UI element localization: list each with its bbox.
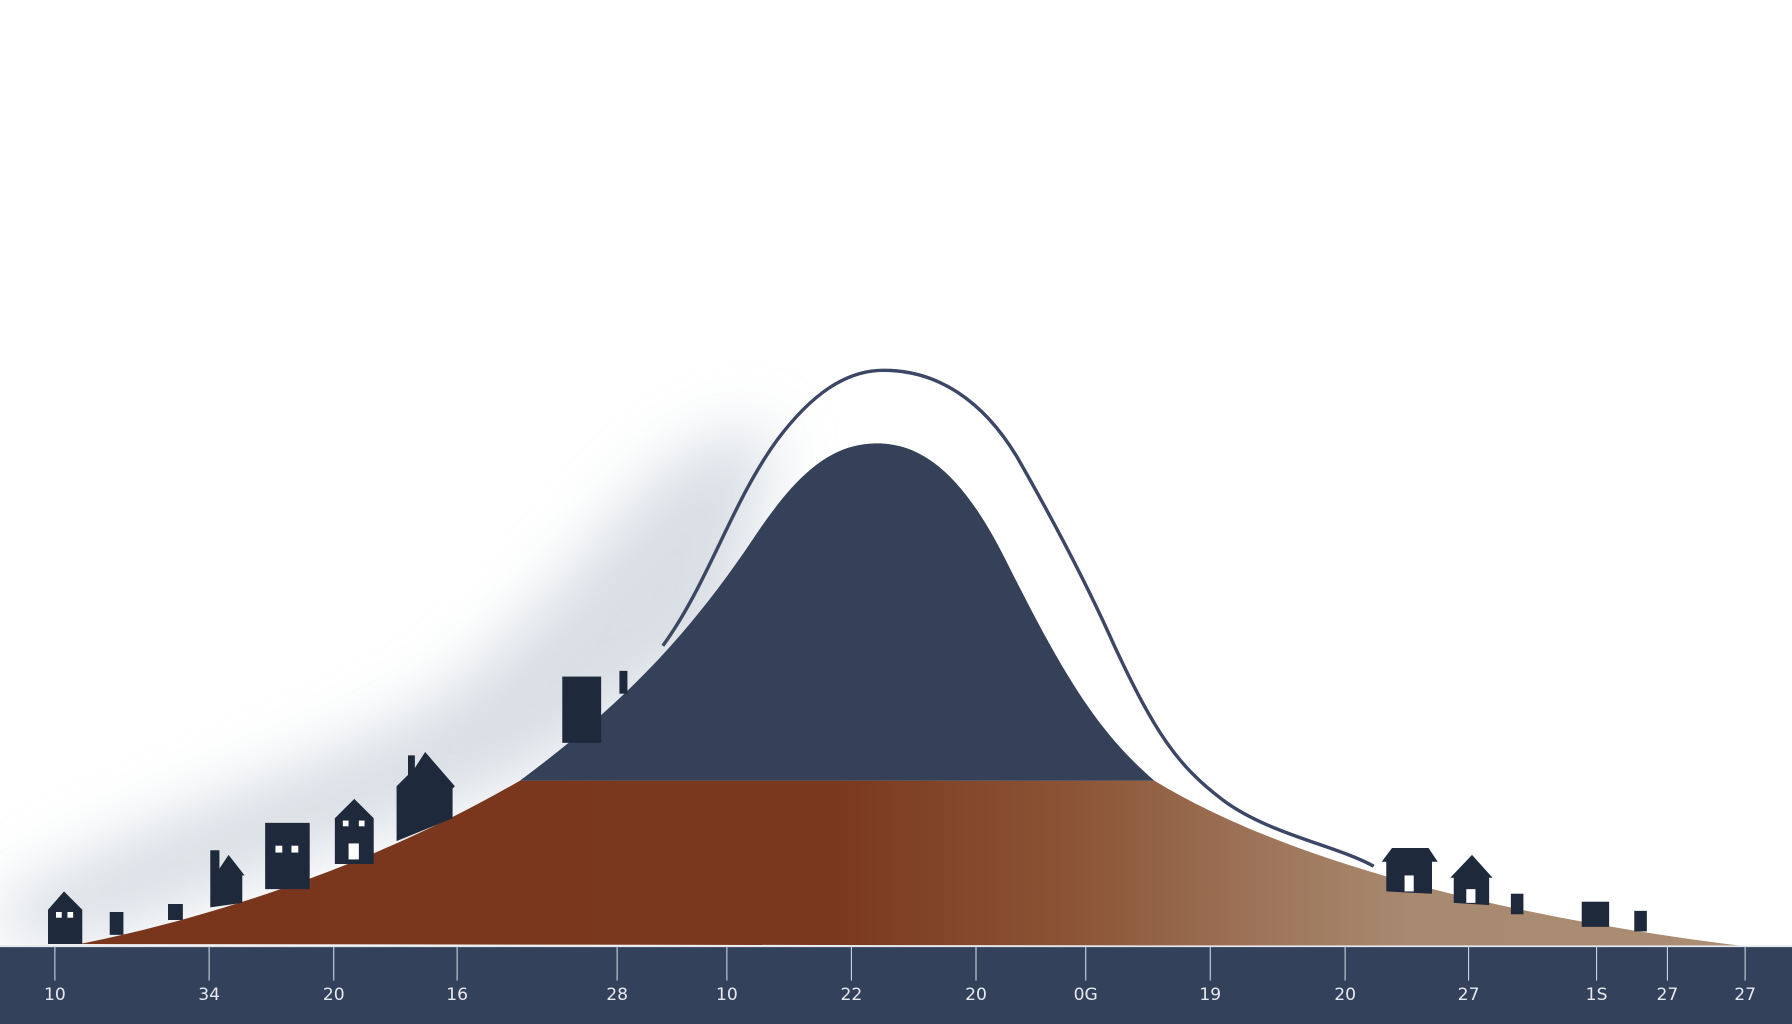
tick-label: 22 [841,985,863,1005]
tick-label: 27 [1657,985,1679,1005]
tick-label: 16 [446,985,468,1005]
bell-shape [520,443,1155,781]
tick-label: 27 [1734,985,1756,1005]
tick-label: 19 [1199,985,1221,1005]
tick-label: 28 [606,985,628,1005]
outline-curve [661,368,1375,868]
tick-label: 10 [44,985,66,1005]
brown-area [80,780,1746,947]
tick-label: 27 [1458,985,1480,1005]
tick-label: 20 [965,985,987,1005]
tick-label: 20 [1334,985,1356,1005]
ticks: 10 34 20 16 28 10 22 20 0G 19 20 27 1S 27 27 [44,946,1756,1005]
windows [56,820,1476,918]
tick-label: 34 [198,985,220,1005]
tick-label: 0G [1074,985,1098,1005]
tick-label: 10 [716,985,738,1005]
tick-label: 20 [323,985,345,1005]
axis-band [0,946,1792,1024]
haze [0,431,778,945]
houses [48,670,1647,944]
tick-label: 1S [1586,985,1608,1005]
